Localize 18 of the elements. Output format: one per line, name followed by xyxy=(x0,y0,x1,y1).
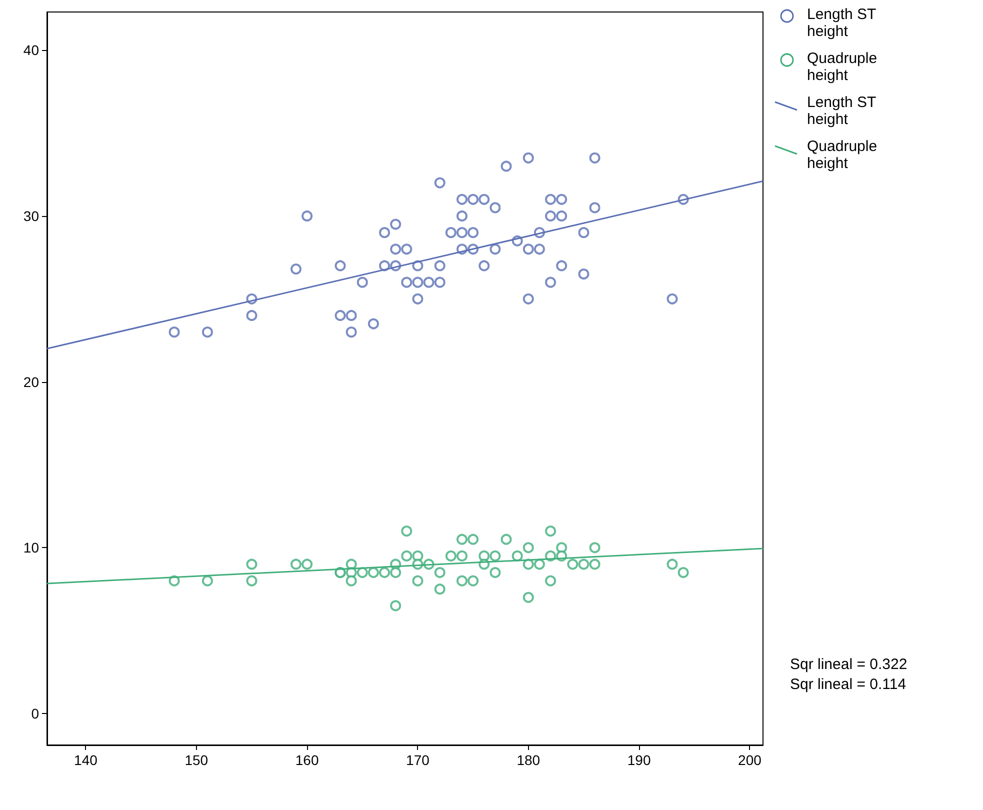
y-tick-label: 30 xyxy=(23,208,40,224)
legend-label: Quadruple height xyxy=(807,50,882,84)
legend-label: Length ST height xyxy=(807,94,880,128)
y-tick-label: 40 xyxy=(23,42,40,58)
x-tick-label: 160 xyxy=(295,752,319,768)
x-tick-label: 180 xyxy=(516,752,540,768)
y-tick-label: 0 xyxy=(31,705,40,722)
y-tick-label: 20 xyxy=(23,374,40,390)
x-tick-label: 190 xyxy=(627,752,651,768)
x-tick-label: 200 xyxy=(738,752,762,768)
text: Sqr lineal = 0.322 xyxy=(790,656,908,673)
x-tick-label: 150 xyxy=(184,752,208,768)
text: Sqr lineal = 0.114 xyxy=(790,676,906,693)
x-tick-label: 140 xyxy=(74,752,98,768)
y-tick-label: 10 xyxy=(23,540,40,556)
legend-label: Quadruple height xyxy=(807,138,882,172)
legend-label: Length ST height xyxy=(807,6,880,40)
x-tick-label: 170 xyxy=(406,752,430,768)
